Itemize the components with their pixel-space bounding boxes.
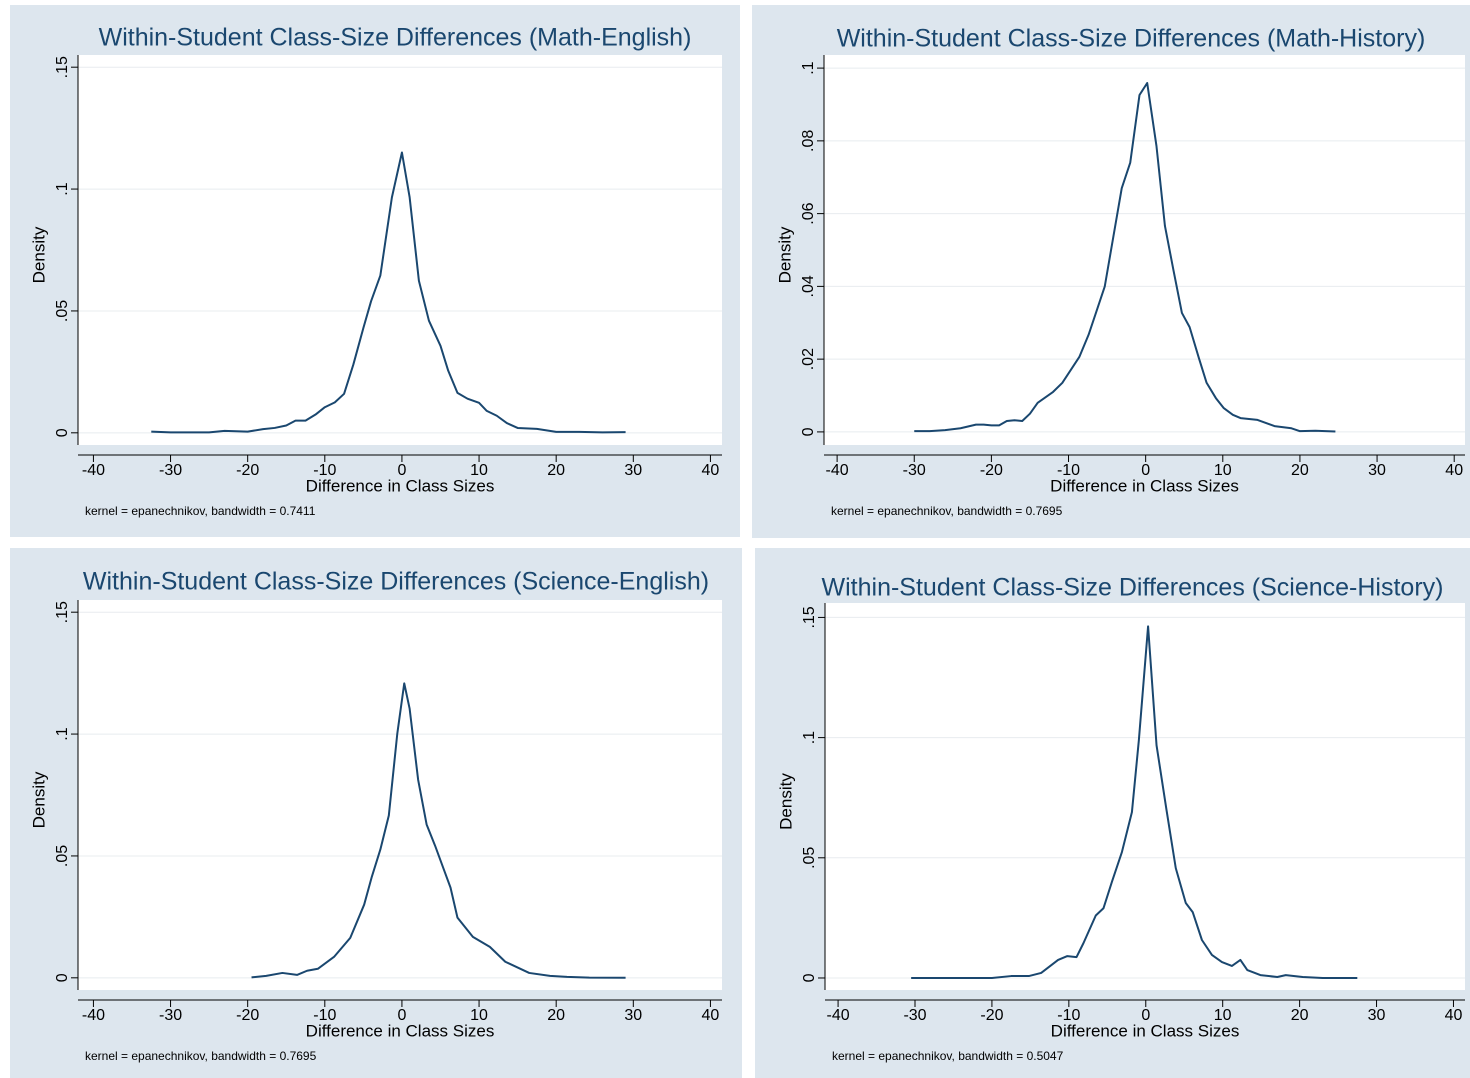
x-tick-label: -10 — [1057, 1007, 1080, 1024]
x-tick-label: 10 — [470, 1007, 488, 1024]
x-tick-label: -20 — [236, 1007, 259, 1024]
x-tick-label: 20 — [1291, 462, 1309, 479]
chart-panel: 0 .05 .1 .15 -40 -30 -20 -10 0 10 20 30 40 Within-Stu… — [10, 5, 740, 537]
plot-area — [78, 55, 722, 445]
x-tick-label: 20 — [547, 1007, 565, 1024]
x-tick-label: 30 — [624, 462, 642, 479]
chart-title: Within-Student Class-Size Differences (M… — [837, 25, 1426, 53]
y-tick-label: .02 — [800, 348, 817, 370]
x-tick-label: 40 — [702, 1007, 720, 1024]
y-tick-label: .1 — [54, 182, 71, 195]
chart-panel: 0 .05 .1 .15 -40 -30 -20 -10 0 10 20 30 40 Within-Stu… — [755, 548, 1470, 1078]
x-tick-label: 10 — [1214, 462, 1232, 479]
x-tick-label: 0 — [1141, 1007, 1150, 1024]
x-tick-label: -30 — [159, 1007, 182, 1024]
x-tick-label: 30 — [624, 1007, 642, 1024]
x-tick-label: -10 — [313, 1007, 336, 1024]
note: kernel = epanechnikov, bandwidth = 0.769… — [85, 1049, 317, 1063]
x-tick-label: 30 — [1368, 462, 1386, 479]
density-line — [151, 151, 626, 434]
x-tick-label: 20 — [1291, 1007, 1309, 1024]
x-tick-label: 40 — [1445, 462, 1463, 479]
note: kernel = epanechnikov, bandwidth = 0.504… — [832, 1049, 1064, 1063]
chart-title: Within-Student Class-Size Differences (S… — [822, 574, 1444, 602]
y-tick-label: .1 — [801, 731, 818, 744]
y-tick-label: .1 — [800, 61, 817, 74]
y-tick-label: .15 — [801, 606, 818, 628]
x-tick-label: -20 — [980, 462, 1003, 479]
y-tick-label: .06 — [800, 202, 817, 224]
x-tick-label: -10 — [1057, 462, 1080, 479]
y-tick-label: 0 — [54, 973, 71, 982]
x-tick-label: 40 — [1445, 1007, 1463, 1024]
y-axis-label: Density — [776, 773, 795, 830]
x-tick-label: -30 — [159, 462, 182, 479]
x-tick-label: -30 — [903, 462, 926, 479]
x-tick-label: -40 — [82, 462, 105, 479]
x-tick-label: -40 — [826, 462, 849, 479]
x-tick-label: -10 — [313, 462, 336, 479]
x-tick-label: 20 — [547, 462, 565, 479]
x-tick-label: 0 — [397, 462, 406, 479]
note: kernel = epanechnikov, bandwidth = 0.769… — [831, 504, 1063, 518]
plot-area — [824, 55, 1465, 445]
x-tick-label: -40 — [827, 1007, 850, 1024]
x-axis-label: Difference in Class Sizes — [306, 476, 495, 495]
plot-area — [78, 600, 722, 990]
y-tick-label: .04 — [800, 275, 817, 297]
x-tick-label: -20 — [980, 1007, 1003, 1024]
chart-title: Within-Student Class-Size Differences (M… — [99, 24, 692, 52]
y-axis-label: Density — [29, 226, 48, 283]
y-tick-label: .05 — [54, 845, 71, 867]
y-axis-label: Density — [775, 226, 794, 283]
x-tick-label: -20 — [236, 462, 259, 479]
y-tick-label: .15 — [54, 601, 71, 623]
chart-panel: 0 .02 .04 .06 .08 .1 -40 -30 -20 -10 0 10 20 30 40 With… — [752, 5, 1470, 538]
density-line — [911, 625, 1358, 979]
chart-panel: 0 .05 .1 .15 -40 -30 -20 -10 0 10 20 30 40 Within-Stu… — [10, 548, 742, 1078]
density-line — [251, 682, 626, 979]
x-axis-label: Difference in Class Sizes — [306, 1021, 495, 1040]
y-axis-label: Density — [29, 771, 48, 828]
x-tick-label: 30 — [1368, 1007, 1386, 1024]
x-tick-label: 10 — [1214, 1007, 1232, 1024]
density-line — [914, 82, 1336, 433]
x-tick-label: 0 — [397, 1007, 406, 1024]
x-tick-label: -40 — [82, 1007, 105, 1024]
y-tick-label: .15 — [54, 56, 71, 78]
y-tick-label: 0 — [800, 427, 817, 436]
y-tick-label: .08 — [800, 130, 817, 152]
x-tick-label: 10 — [470, 462, 488, 479]
x-tick-label: 40 — [702, 462, 720, 479]
y-tick-label: 0 — [54, 428, 71, 437]
x-axis-label: Difference in Class Sizes — [1051, 1021, 1240, 1040]
chart-title: Within-Student Class-Size Differences (S… — [83, 568, 709, 596]
x-tick-label: 0 — [1141, 462, 1150, 479]
y-tick-label: .1 — [54, 727, 71, 740]
y-tick-label: 0 — [801, 973, 818, 982]
note: kernel = epanechnikov, bandwidth = 0.741… — [85, 504, 316, 518]
x-tick-label: -30 — [903, 1007, 926, 1024]
y-tick-label: .05 — [801, 847, 818, 869]
y-tick-label: .05 — [54, 300, 71, 322]
x-axis-label: Difference in Class Sizes — [1050, 476, 1239, 495]
